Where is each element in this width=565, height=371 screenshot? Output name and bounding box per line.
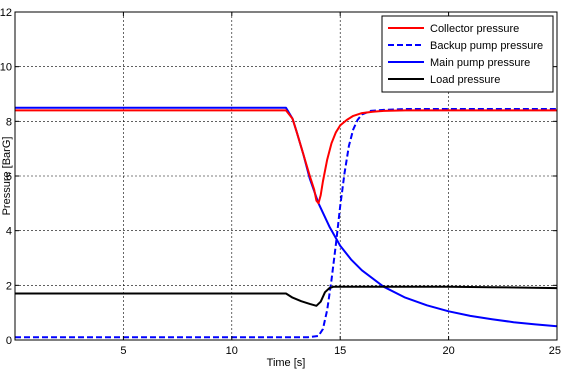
series-group: [15, 106, 557, 339]
y-tick-label: 8: [6, 116, 12, 128]
y-tick-label: 2: [6, 280, 12, 292]
axis-ticks: [15, 11, 558, 341]
legend-item: Collector pressure: [388, 23, 519, 35]
legend-label: Backup pump pressure: [430, 40, 543, 52]
series-line-backup-pump-pressure: [15, 108, 557, 339]
legend-label: Collector pressure: [430, 23, 519, 35]
y-axis-label: Pressure [BarG]: [1, 137, 13, 216]
y-tick-label: 12: [0, 7, 12, 19]
grid-lines: [15, 12, 557, 340]
series-line-load-pressure: [15, 285, 557, 307]
x-tick-label: 15: [334, 345, 346, 357]
x-tick-label: 10: [226, 345, 238, 357]
x-tick-label: 20: [442, 345, 454, 357]
axis-tick-labels: 5 10 15 20 25 0 2 4 6 8 10 12: [0, 7, 561, 357]
y-tick-label: 0: [6, 335, 12, 347]
x-tick-label: 25: [549, 345, 561, 357]
legend-item: Load pressure: [388, 74, 500, 86]
y-tick-label: 6: [6, 171, 12, 183]
x-axis-label: Time [s]: [267, 357, 306, 369]
y-tick-label: 10: [0, 62, 12, 74]
legend: Collector pressure Backup pump pressure Ma…: [381, 15, 554, 93]
legend-item: Main pump pressure: [388, 57, 530, 69]
y-tick-label: 4: [6, 226, 12, 238]
legend-item: Backup pump pressure: [388, 40, 543, 52]
series-line-collector-pressure: [15, 109, 557, 205]
x-tick-label: 5: [120, 345, 126, 357]
legend-label: Main pump pressure: [430, 57, 530, 69]
legend-label: Load pressure: [430, 74, 500, 86]
